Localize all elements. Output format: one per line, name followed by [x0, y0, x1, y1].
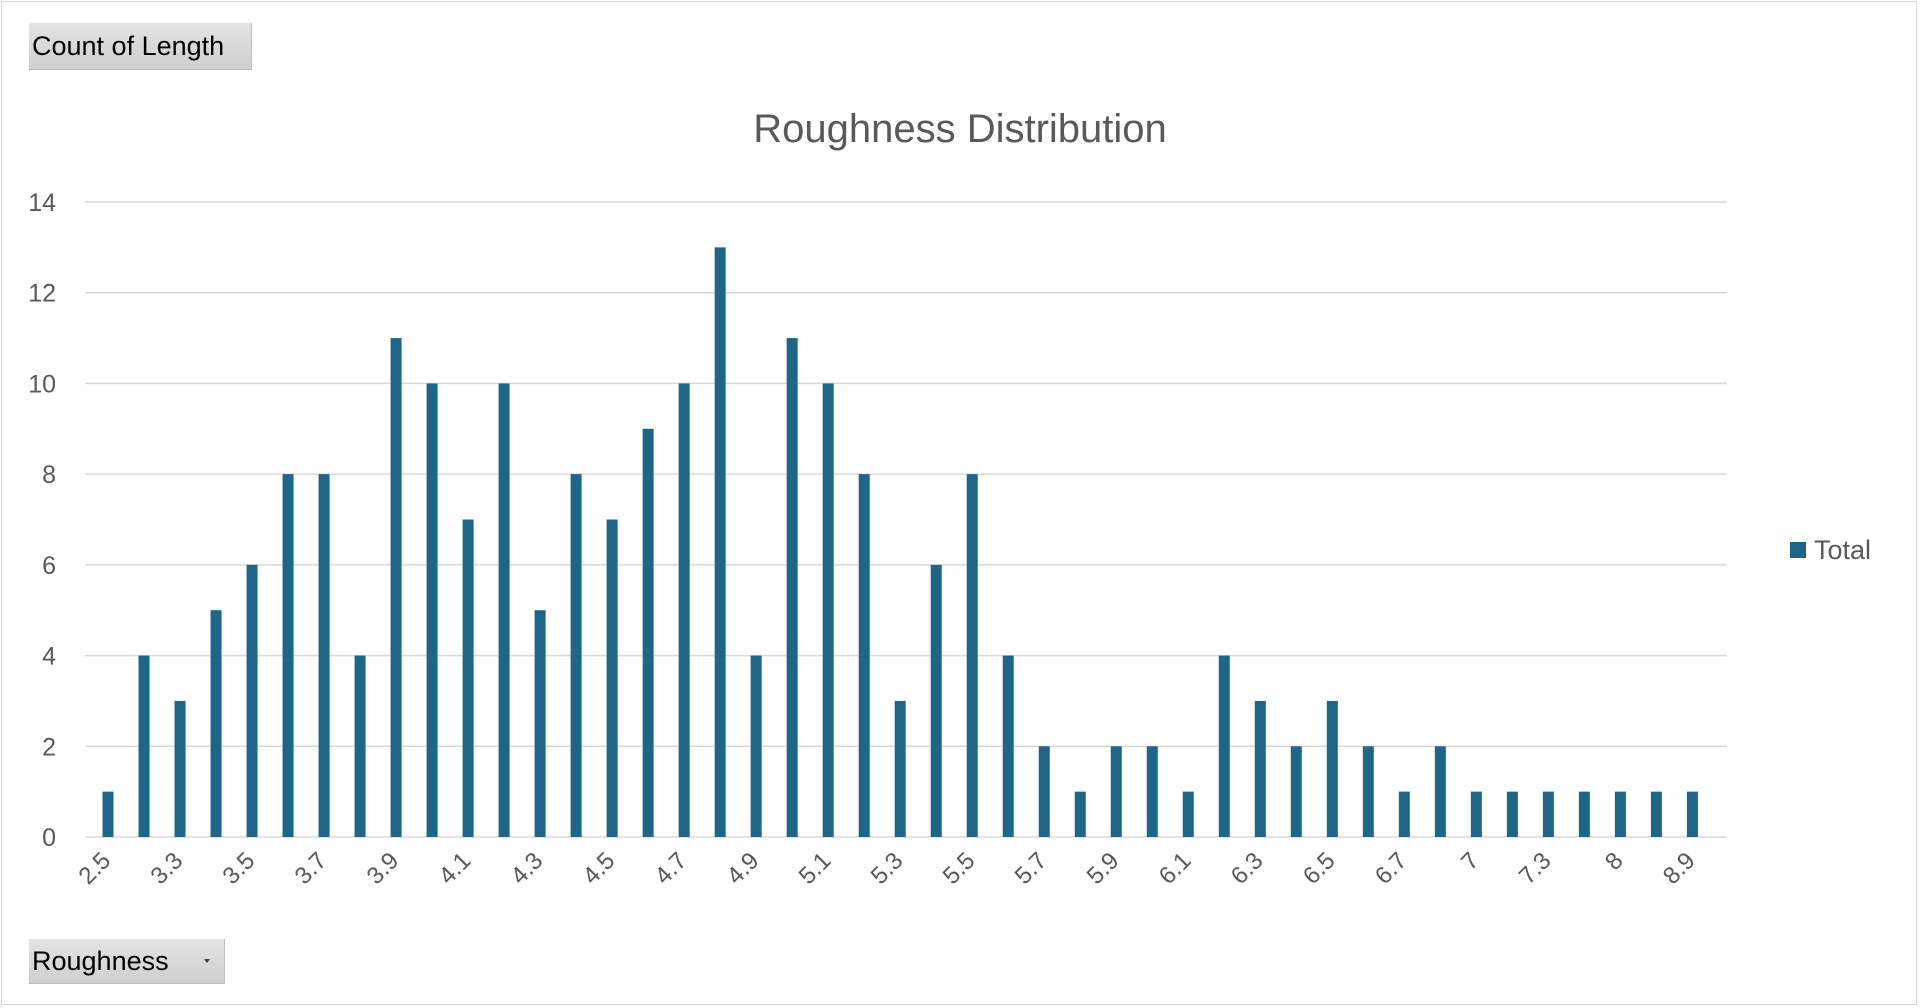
x-tick-label: 8.9	[1658, 847, 1701, 890]
bar[interactable]	[930, 564, 942, 837]
bar[interactable]	[1614, 791, 1626, 837]
bar[interactable]	[966, 474, 978, 837]
x-tick-label: 7	[1456, 847, 1485, 876]
bar[interactable]	[174, 700, 186, 837]
bar[interactable]	[606, 519, 618, 838]
bar[interactable]	[426, 383, 438, 837]
bar[interactable]	[282, 474, 294, 837]
bar[interactable]	[246, 564, 258, 837]
bar[interactable]	[1074, 791, 1086, 837]
value-field-label: Count of Length	[32, 31, 225, 61]
x-tick-label: 7.3	[1514, 847, 1557, 890]
x-tick-label: 4.1	[434, 847, 477, 890]
bar[interactable]	[822, 383, 834, 837]
bar[interactable]	[894, 700, 906, 837]
x-tick-label: 3.9	[362, 847, 405, 890]
bar[interactable]	[102, 791, 114, 837]
x-tick-label: 4.9	[722, 847, 765, 890]
bar[interactable]	[1470, 791, 1482, 837]
x-tick-label: 6.7	[1370, 847, 1413, 890]
legend-label: Total	[1814, 535, 1871, 565]
y-tick-label: 10	[28, 370, 56, 398]
bar[interactable]	[534, 610, 546, 837]
x-axis-ticks: 2.5 3.3 3.5 3.7 3.9 4.1 4.3 4.5 4.7 4.9 5.1 5.3 5.5 5…	[74, 847, 1701, 890]
bar[interactable]	[390, 338, 402, 837]
y-axis-ticks: 0 2 4 6 8 10 12 14	[28, 189, 56, 852]
bar[interactable]	[1182, 791, 1194, 837]
y-tick-label: 0	[42, 824, 56, 852]
x-tick-label: 4.5	[578, 847, 621, 890]
value-field-button[interactable]: Count of Length	[29, 23, 252, 70]
bar[interactable]	[714, 247, 726, 837]
dropdown-arrow-icon[interactable]	[204, 959, 210, 963]
bar[interactable]	[1398, 791, 1410, 837]
bar[interactable]	[1434, 746, 1446, 837]
bar[interactable]	[354, 655, 366, 837]
bar[interactable]	[138, 655, 150, 837]
y-tick-label: 4	[42, 643, 56, 671]
bars	[102, 247, 1698, 838]
bar[interactable]	[210, 610, 222, 837]
bar[interactable]	[462, 519, 474, 838]
y-tick-label: 6	[42, 552, 56, 580]
x-tick-label: 5.1	[794, 847, 837, 890]
x-tick-label: 4.3	[506, 847, 549, 890]
x-tick-label: 3.7	[290, 847, 333, 890]
y-tick-label: 8	[42, 461, 56, 489]
bar[interactable]	[1686, 791, 1698, 837]
y-tick-label: 14	[28, 189, 56, 217]
bar[interactable]	[1326, 700, 1338, 837]
x-tick-label: 2.5	[74, 847, 117, 890]
bar[interactable]	[1542, 791, 1554, 837]
y-tick-label: 12	[28, 280, 56, 308]
x-tick-label: 4.7	[650, 847, 693, 890]
bar[interactable]	[1650, 791, 1662, 837]
bar[interactable]	[1506, 791, 1518, 837]
x-tick-label: 6.5	[1298, 847, 1341, 890]
bar[interactable]	[1038, 746, 1050, 837]
legend-swatch	[1790, 542, 1806, 558]
bar[interactable]	[678, 383, 690, 837]
x-tick-label: 5.5	[938, 847, 981, 890]
bar[interactable]	[1254, 700, 1266, 837]
bar[interactable]	[858, 474, 870, 837]
x-tick-label: 6.3	[1226, 847, 1269, 890]
x-tick-label: 3.3	[146, 847, 189, 890]
bar[interactable]	[642, 428, 654, 837]
gridlines	[85, 201, 1727, 838]
bar[interactable]	[1362, 746, 1374, 837]
bar[interactable]	[1110, 746, 1122, 837]
axis-field-label: Roughness	[32, 946, 169, 976]
bar[interactable]	[1146, 746, 1158, 837]
bar[interactable]	[498, 383, 510, 837]
x-tick-label: 5.7	[1010, 847, 1053, 890]
bar[interactable]	[1218, 655, 1230, 837]
chart-title: Roughness Distribution	[753, 107, 1167, 151]
bar[interactable]	[570, 474, 582, 837]
axis-field-button[interactable]: Roughness	[29, 939, 225, 984]
bar[interactable]	[1002, 655, 1014, 837]
bar[interactable]	[1578, 791, 1590, 837]
x-tick-label: 6.1	[1154, 847, 1197, 890]
x-tick-label: 5.9	[1082, 847, 1125, 890]
bar[interactable]	[750, 655, 762, 837]
bar[interactable]	[786, 338, 798, 837]
x-tick-label: 8	[1600, 847, 1629, 876]
bar[interactable]	[1290, 746, 1302, 837]
legend[interactable]: Total	[1790, 535, 1871, 565]
x-tick-label: 5.3	[866, 847, 909, 890]
y-tick-label: 2	[42, 733, 56, 761]
x-tick-label: 3.5	[218, 847, 261, 890]
bar[interactable]	[318, 474, 330, 837]
